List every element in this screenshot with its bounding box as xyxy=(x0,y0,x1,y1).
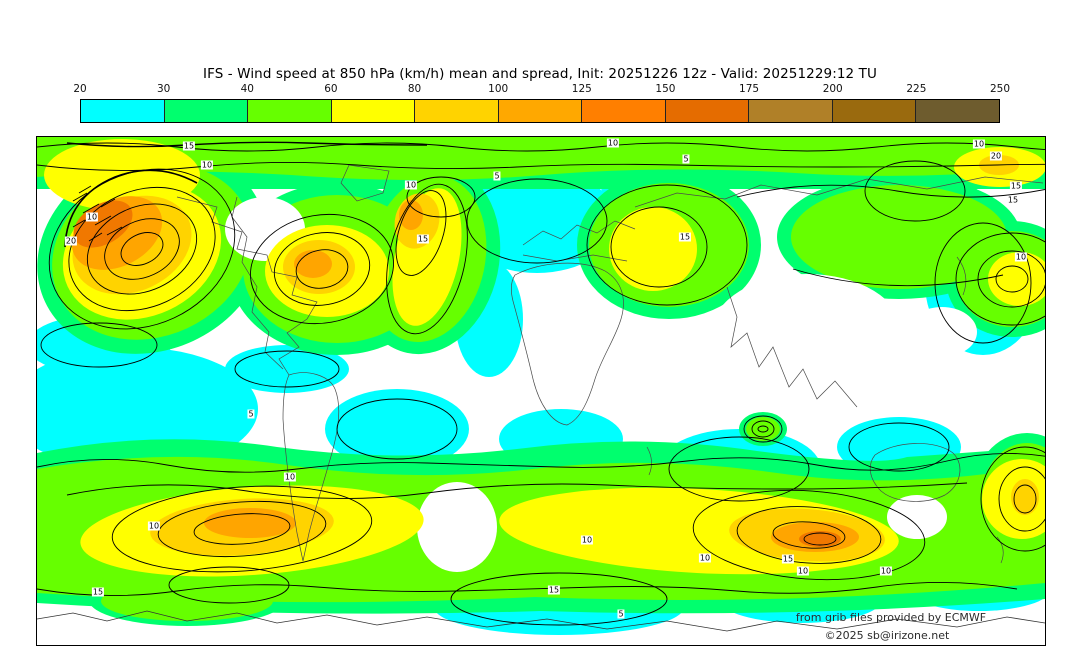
contour-label: 10 xyxy=(698,553,712,563)
contour-label: 10 xyxy=(200,160,214,170)
page-title: IFS - Wind speed at 850 hPa (km/h) mean … xyxy=(203,66,877,82)
colorbar-segment-125-150 xyxy=(582,100,666,122)
contour-label: 10 xyxy=(606,138,620,148)
contour-label: 10 xyxy=(147,521,161,531)
colorbar-tick: 175 xyxy=(739,83,760,95)
colorbar-segment-100-125 xyxy=(498,100,583,122)
contour-label: 20 xyxy=(64,236,78,246)
colorbar-tick: 80 xyxy=(407,83,422,95)
contour-label: 5 xyxy=(617,609,625,619)
wind-speed-map xyxy=(37,137,1045,645)
contour-label: 10 xyxy=(796,566,810,576)
contour-label: 15 xyxy=(416,234,430,244)
wind-fill-darkorange xyxy=(73,200,841,547)
copyright-credit: ©2025 sb@irizone.net xyxy=(824,629,950,642)
colorbar-ticks: 20 30 40 60 80 100 125 150 175 200 225 250 xyxy=(73,83,1010,97)
contour-label: 20 xyxy=(989,151,1003,161)
colorbar-tick: 125 xyxy=(571,83,592,95)
contour-label: 10 xyxy=(580,535,594,545)
colorbar-tick: 40 xyxy=(240,83,254,95)
colorbar-tick: 150 xyxy=(655,83,676,95)
contour-label: 10 xyxy=(972,139,986,149)
map-area: 15 10 10 20 10 15 5 10 5 15 10 20 15 15 10 5 10 10 15 10 10 1… xyxy=(36,136,1046,646)
coastlines xyxy=(176,164,1044,564)
contour-label: 15 xyxy=(182,141,196,151)
contour-label: 15 xyxy=(1009,181,1023,191)
colorbar: 20 30 40 60 80 100 125 150 175 200 225 250 xyxy=(73,83,1010,126)
contour-label: 10 xyxy=(879,566,893,576)
colorbar-segment-60-80 xyxy=(331,100,416,122)
contour-label: 10 xyxy=(85,212,99,222)
contour-label: 15 xyxy=(678,232,692,242)
colorbar-segment-40-60 xyxy=(248,100,332,122)
colorbar-tick: 250 xyxy=(989,83,1011,95)
source-credit: from grib files provided by ECMWF xyxy=(795,611,987,624)
contour-label: 15 xyxy=(91,587,105,597)
colorbar-tick: 20 xyxy=(73,83,87,95)
contour-label: 10 xyxy=(404,180,418,190)
contour-label: 5 xyxy=(493,171,501,181)
contour-label: 5 xyxy=(247,409,255,419)
contour-label: 15 xyxy=(781,554,795,564)
contour-label: 15 xyxy=(1006,195,1020,205)
contour-label: 10 xyxy=(1014,252,1028,262)
colorbar-tick: 30 xyxy=(156,83,171,95)
contour-label: 5 xyxy=(682,154,690,164)
colorbar-segment-80-100 xyxy=(415,100,499,122)
colorbar-tick: 100 xyxy=(488,83,509,95)
spread-contours xyxy=(37,141,1045,626)
contour-label: 15 xyxy=(547,585,561,595)
colorbar-tick: 225 xyxy=(906,83,927,95)
colorbar-segment-20-30 xyxy=(81,100,165,122)
colorbar-scale xyxy=(80,99,1000,123)
colorbar-segment-175-200 xyxy=(749,100,833,122)
colorbar-segment-150-175 xyxy=(665,100,750,122)
colorbar-segment-30-40 xyxy=(164,100,249,122)
colorbar-segment-225-250 xyxy=(916,100,1000,122)
contour-label: 10 xyxy=(283,472,297,482)
antarctica-coastline xyxy=(37,610,1045,632)
colorbar-tick: 200 xyxy=(822,83,843,95)
colorbar-segment-200-225 xyxy=(832,100,917,122)
colorbar-tick: 60 xyxy=(324,83,338,95)
